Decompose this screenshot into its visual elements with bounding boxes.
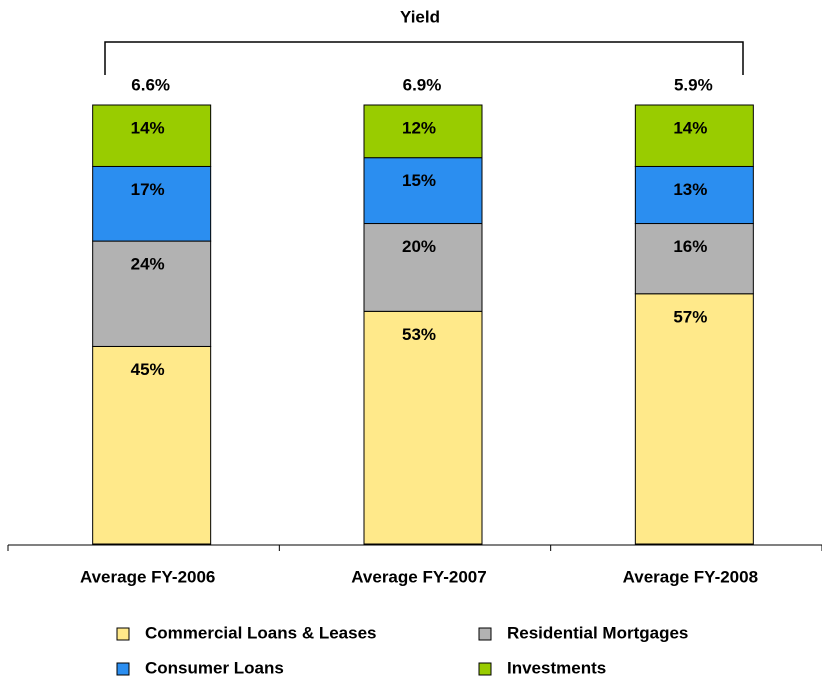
x-tick-label: Average FY-2008	[623, 567, 758, 586]
yield-label: 5.9%	[674, 75, 713, 94]
bar-segment	[92, 104, 212, 167]
value-label: 17%	[131, 180, 165, 199]
value-label: 13%	[673, 180, 707, 199]
value-label: 15%	[402, 171, 436, 190]
value-label: 20%	[402, 237, 436, 256]
legend-swatch	[116, 627, 130, 641]
value-label: 24%	[131, 255, 165, 274]
bar-segment	[363, 157, 483, 225]
bar-segment	[634, 223, 754, 295]
legend-swatch	[478, 662, 492, 676]
value-label: 16%	[673, 237, 707, 256]
yield-label: 6.6%	[131, 75, 170, 94]
yield-label: 6.9%	[403, 75, 442, 94]
bar-segment	[363, 310, 483, 545]
value-label: 14%	[131, 118, 165, 137]
bar-segment	[634, 293, 754, 545]
legend-label: Residential Mortgages	[507, 623, 688, 642]
bar-segment	[92, 345, 212, 545]
x-tick-label: Average FY-2007	[351, 567, 486, 586]
chart-title: Yield	[400, 7, 440, 26]
value-label: 12%	[402, 118, 436, 137]
bar-segment	[92, 240, 212, 347]
value-label: 57%	[673, 307, 707, 326]
value-label: 14%	[673, 118, 707, 137]
legend-label: Commercial Loans & Leases	[145, 623, 376, 642]
bar-segment	[363, 104, 483, 159]
bar-segment	[363, 223, 483, 312]
bar-segment	[634, 104, 754, 167]
bracket	[104, 41, 744, 75]
legend-label: Consumer Loans	[145, 658, 284, 677]
bar-segment	[634, 165, 754, 225]
value-label: 45%	[131, 360, 165, 379]
legend-swatch	[478, 627, 492, 641]
legend-swatch	[116, 662, 130, 676]
bar-segment	[92, 165, 212, 242]
value-label: 53%	[402, 325, 436, 344]
x-tick-label: Average FY-2006	[80, 567, 215, 586]
legend-label: Investments	[507, 658, 606, 677]
